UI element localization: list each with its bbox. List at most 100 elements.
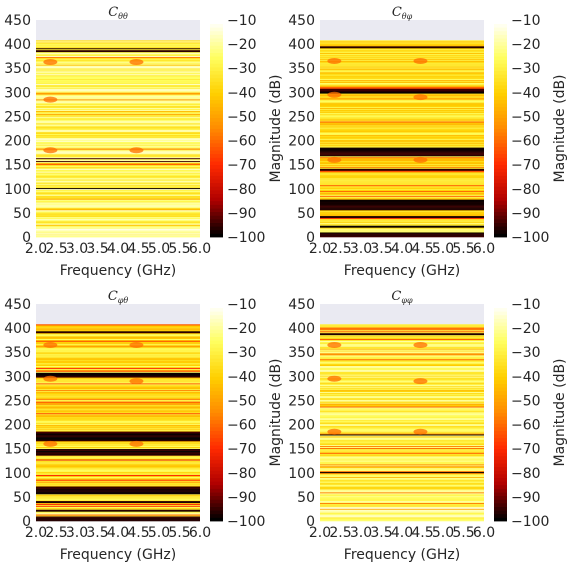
heatmap-row xyxy=(36,406,200,408)
x-tick-label: 2.5 xyxy=(45,241,67,257)
heatmap-row xyxy=(36,393,200,395)
colorbar-segment xyxy=(494,343,507,348)
heatmap-row xyxy=(320,379,484,381)
heatmap-row xyxy=(36,178,200,180)
heatmap-row xyxy=(320,352,484,354)
heatmap-row xyxy=(36,129,200,132)
heatmap-row xyxy=(36,436,200,438)
colorbar-segment xyxy=(210,208,223,213)
heatmap-row xyxy=(36,209,200,212)
heatmap-row xyxy=(36,343,200,345)
heatmap-row xyxy=(320,439,484,442)
colorbar-tick-label: −20 xyxy=(227,37,257,53)
heatmap-feature xyxy=(413,378,428,385)
heatmap-row xyxy=(320,337,484,340)
heatmap-row xyxy=(36,216,200,219)
y-tick-label: 100 xyxy=(288,466,315,482)
heatmap-row xyxy=(320,181,484,183)
heatmap-row xyxy=(36,365,200,367)
heatmap-row xyxy=(36,512,200,514)
heatmap-row xyxy=(320,217,484,219)
heatmap-row xyxy=(320,133,484,136)
heatmap-row xyxy=(320,227,484,229)
heatmap-row xyxy=(320,331,484,334)
colorbar-segment xyxy=(494,513,507,518)
heatmap-row xyxy=(320,498,484,501)
heatmap-row xyxy=(36,380,200,382)
colorbar-segment xyxy=(494,517,507,522)
heatmap-row xyxy=(36,74,200,77)
colorbar-segment xyxy=(494,189,507,194)
heatmap-row xyxy=(320,130,484,133)
heatmap-row xyxy=(320,415,484,418)
heatmap-row xyxy=(320,203,484,205)
heatmap-row xyxy=(320,192,484,194)
heatmap-row xyxy=(36,345,200,347)
colorbar-segment xyxy=(494,56,507,61)
y-tick-label: 200 xyxy=(4,134,31,150)
heatmap-row xyxy=(36,160,200,163)
heatmap-row xyxy=(36,375,200,377)
heatmap-row xyxy=(320,109,484,111)
colorbar-segment xyxy=(494,142,507,147)
colorbar-segment xyxy=(210,340,223,345)
colorbar: −10 −20 −30 −40 −50 −60 −70 −80 −90 −100 Magnitude… xyxy=(210,13,284,246)
heatmap-row xyxy=(320,175,484,177)
heatmap-row xyxy=(320,518,484,520)
heatmap-row xyxy=(320,486,484,488)
heatmap-row xyxy=(320,169,484,171)
x-tick-label: 3.5 xyxy=(370,241,392,257)
heatmap-row xyxy=(36,363,200,366)
heatmap-row xyxy=(36,359,200,362)
colorbar-segment xyxy=(494,99,507,104)
heatmap-feature xyxy=(413,156,428,163)
colorbar-segment xyxy=(494,132,507,137)
colorbar-segment xyxy=(210,412,223,417)
heatmap-row xyxy=(320,371,484,373)
heatmap-row xyxy=(320,414,484,417)
heatmap-row xyxy=(36,478,200,480)
heatmap-row xyxy=(36,445,200,448)
heatmap-row xyxy=(320,155,484,157)
heatmap-row xyxy=(36,123,200,125)
colorbar-segment xyxy=(210,354,223,359)
heatmap-row xyxy=(320,204,484,206)
heatmap-row xyxy=(320,113,484,115)
y-tick-label: 350 xyxy=(4,61,31,77)
colorbar-segment xyxy=(494,164,507,169)
heatmap-row xyxy=(36,495,200,498)
subplot-2: Cθφ 2.02.53.03.54.04.55.05.56.0 0 50 100 150 2… xyxy=(288,5,568,279)
heatmap-row xyxy=(36,188,200,191)
heatmap-row xyxy=(320,49,484,52)
heatmap-row xyxy=(36,456,200,458)
colorbar-segment xyxy=(494,437,507,442)
x-tick-label: 4.5 xyxy=(411,525,433,541)
heatmap-row xyxy=(320,205,484,207)
heatmap-feature xyxy=(413,428,428,435)
colorbar-segment xyxy=(210,405,223,410)
heatmap-row xyxy=(36,374,200,376)
colorbar-segment xyxy=(494,358,507,363)
heatmap-row xyxy=(320,383,484,385)
heatmap-row xyxy=(36,362,200,365)
heatmap-row xyxy=(320,462,484,464)
colorbar-segment xyxy=(494,369,507,374)
colorbar-segment xyxy=(494,204,507,209)
heatmap-row xyxy=(320,68,484,70)
colorbar-segment xyxy=(210,459,223,464)
heatmap-row xyxy=(320,492,484,494)
heatmap-row xyxy=(36,423,200,425)
heatmap-row xyxy=(320,474,484,476)
colorbar-segment xyxy=(494,502,507,507)
heatmap-row xyxy=(320,429,484,431)
colorbar-segment xyxy=(210,369,223,374)
heatmap-row xyxy=(320,99,484,101)
heatmap-row xyxy=(36,326,200,328)
heatmap-row xyxy=(320,112,484,114)
heatmap-row xyxy=(320,444,484,447)
heatmap-row xyxy=(320,207,484,209)
heatmap-row xyxy=(36,218,200,220)
heatmap-row xyxy=(320,451,484,453)
x-axis-label: Frequency (GHz) xyxy=(60,263,176,279)
colorbar-segment xyxy=(210,99,223,104)
